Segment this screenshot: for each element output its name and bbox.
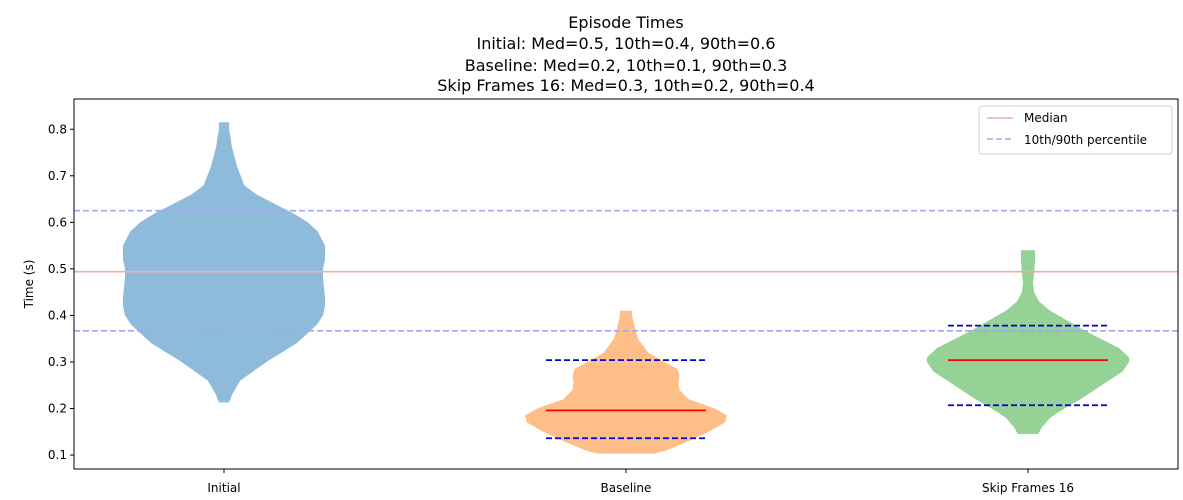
stats-layer [546,324,1108,440]
title-line-2: Initial: Med=0.5, 10th=0.4, 90th=0.6 [477,34,776,53]
x-tick-label: Initial [207,481,240,495]
y-tick-label: 0.8 [48,122,67,136]
x-axis: Initial Baseline Skip Frames 16 [207,469,1074,495]
legend-box [978,105,1173,155]
y-tick-label: 0.3 [48,355,67,369]
y-axis-label: Time (s) [22,260,36,310]
title-line-3: Baseline: Med=0.2, 10th=0.1, 90th=0.3 [465,56,788,75]
chart-title: Episode Times Initial: Med=0.5, 10th=0.4… [437,13,814,95]
y-axis: 0.1 0.2 0.3 0.4 0.5 0.6 0.7 0.8 [48,122,74,462]
y-tick-label: 0.1 [48,448,67,462]
y-tick-label: 0.4 [48,308,67,322]
violin-baseline [525,310,727,454]
violin-initial [123,122,325,403]
global-lines-layer [74,209,1178,332]
y-tick-label: 0.7 [48,169,67,183]
title-line-4: Skip Frames 16: Med=0.3, 10th=0.2, 90th=… [437,76,814,95]
legend-median-label: Median [1024,111,1068,125]
y-tick-label: 0.2 [48,401,67,415]
legend-percentile-label: 10th/90th percentile [1024,133,1147,147]
title-line-1: Episode Times [568,13,683,32]
violins-layer [123,122,1129,454]
y-tick-label: 0.6 [48,215,67,229]
legend: Median 10th/90th percentile [978,105,1173,155]
x-tick-label: Baseline [601,481,652,495]
x-tick-label: Skip Frames 16 [982,481,1074,495]
violin-skip-frames-16 [927,250,1129,435]
y-tick-label: 0.5 [48,262,67,276]
